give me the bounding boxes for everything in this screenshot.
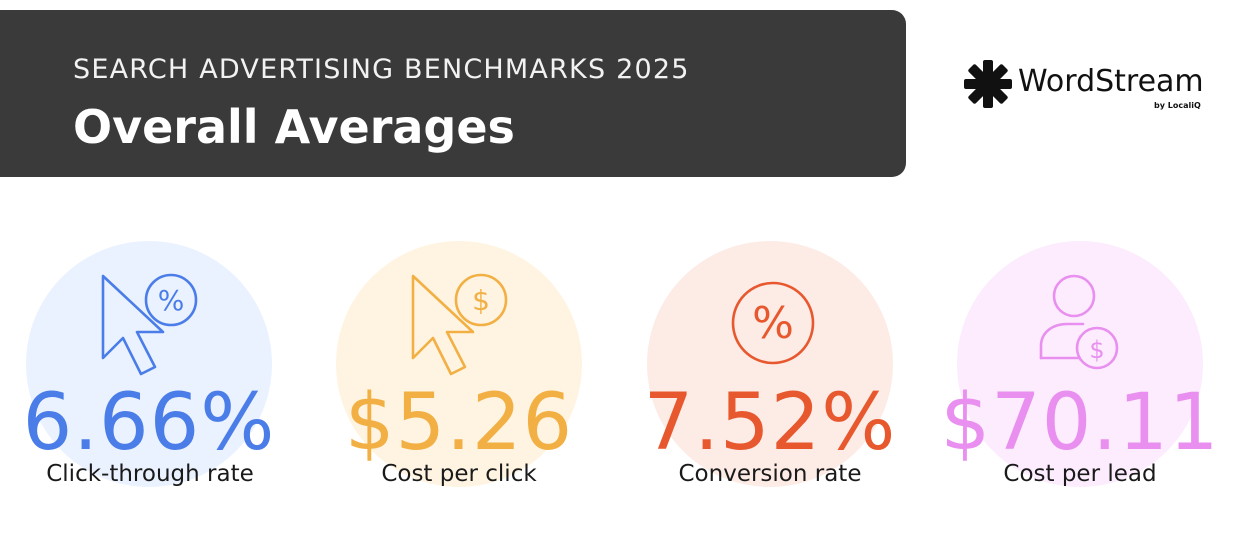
page-title: Overall Averages <box>73 100 515 154</box>
stat-label-cpl: Cost per lead <box>1003 461 1157 487</box>
wordstream-mark-icon <box>964 60 1012 108</box>
percent-circle-icon: % <box>731 281 815 365</box>
person-dollar-icon: $ <box>1039 274 1119 370</box>
header-eyebrow: SEARCH ADVERTISING BENCHMARKS 2025 <box>73 54 690 85</box>
stat-label-ctr: Click-through rate <box>46 461 254 487</box>
stat-circle-cpl <box>957 241 1203 487</box>
stat-value-ctr: 6.66% <box>22 378 276 468</box>
wordstream-logo: WordStream by LocaliQ <box>964 58 1224 118</box>
stat-label-cvr: Conversion rate <box>678 461 862 487</box>
stat-circle-ctr <box>26 241 272 487</box>
logo-subtitle: by LocaliQ <box>1154 101 1201 110</box>
svg-text:%: % <box>752 298 794 349</box>
stat-label-cpc: Cost per click <box>381 461 537 487</box>
svg-text:%: % <box>158 284 185 317</box>
header-banner: SEARCH ADVERTISING BENCHMARKS 2025 Overa… <box>0 10 906 177</box>
stat-circle-cpc <box>336 241 582 487</box>
cursor-dollar-icon: $ <box>411 273 508 376</box>
svg-text:$: $ <box>472 284 490 317</box>
cursor-percent-icon: % <box>101 273 198 376</box>
stat-value-cpl: $70.11 <box>940 378 1220 468</box>
stat-value-cvr: 7.52% <box>643 378 897 468</box>
logo-wordmark: WordStream <box>1018 64 1204 99</box>
stat-value-cpc: $5.26 <box>344 378 574 468</box>
svg-text:$: $ <box>1089 336 1104 364</box>
